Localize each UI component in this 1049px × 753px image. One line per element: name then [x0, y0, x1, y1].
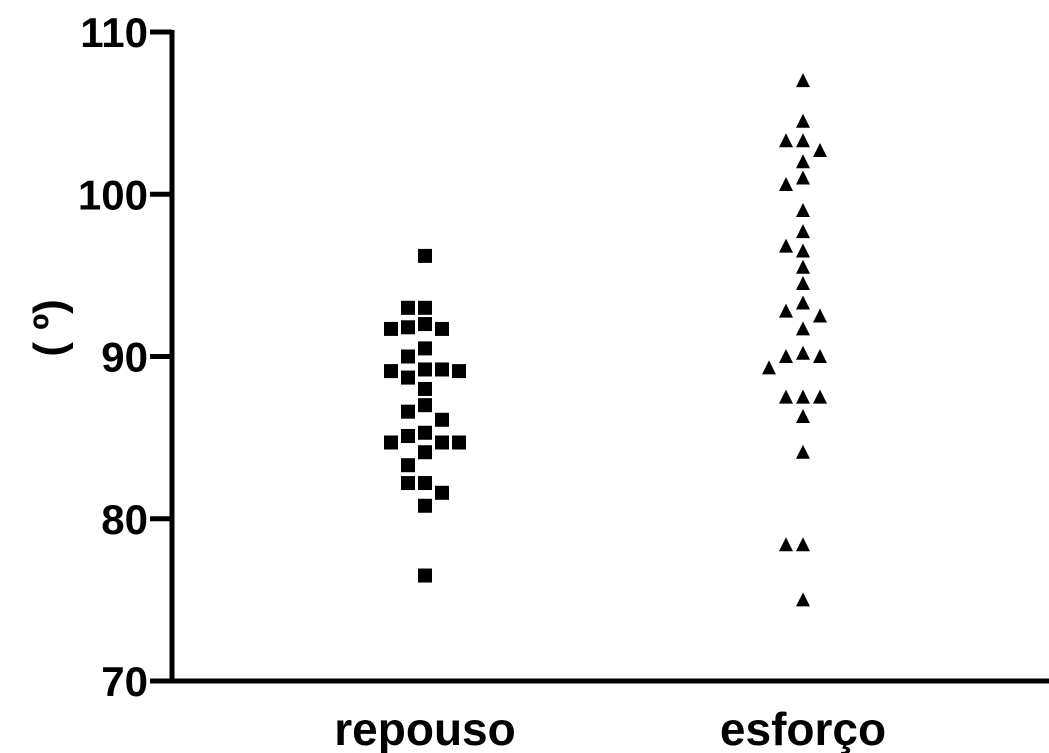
data-points	[384, 73, 827, 607]
data-point-triangle	[796, 444, 810, 459]
data-point-triangle	[779, 537, 793, 552]
data-point-square	[452, 435, 466, 450]
category-labels: repouso esforço	[334, 703, 886, 753]
data-point-square	[401, 476, 415, 491]
data-point-triangle	[796, 73, 810, 88]
data-point-square	[401, 404, 415, 419]
data-point-square	[418, 498, 432, 513]
data-point-triangle	[796, 133, 810, 148]
data-point-triangle	[796, 170, 810, 185]
data-point-square	[418, 398, 432, 413]
data-point-square	[418, 362, 432, 377]
data-point-square	[435, 485, 449, 500]
data-point-square	[418, 248, 432, 263]
data-point-square	[384, 435, 398, 450]
data-point-triangle	[796, 224, 810, 239]
data-point-triangle	[779, 349, 793, 363]
data-point-triangle	[796, 537, 810, 552]
data-point-triangle	[796, 592, 810, 607]
data-point-square	[435, 435, 449, 450]
data-point-triangle	[796, 295, 810, 310]
data-point-square	[401, 458, 415, 473]
data-point-square	[401, 320, 415, 335]
data-point-square	[384, 321, 398, 336]
data-point-square	[435, 321, 449, 336]
data-point-square	[418, 300, 432, 315]
data-point-square	[418, 568, 432, 583]
y-ticks: 70 80 90 100 110	[78, 9, 172, 705]
data-point-triangle	[779, 389, 793, 404]
data-point-square	[418, 317, 432, 332]
data-point-triangle	[796, 275, 810, 290]
axes	[169, 30, 1049, 684]
data-point-triangle	[796, 409, 810, 424]
data-point-square	[435, 362, 449, 377]
data-point-triangle	[813, 389, 827, 404]
data-point-triangle	[796, 113, 810, 128]
data-point-square	[401, 349, 415, 364]
data-point-triangle	[779, 133, 793, 148]
data-point-triangle	[796, 345, 810, 360]
data-point-square	[384, 364, 398, 379]
data-point-square	[418, 381, 432, 396]
data-point-square	[418, 445, 432, 460]
data-point-square	[418, 425, 432, 440]
data-point-triangle	[796, 243, 810, 258]
data-point-square	[401, 300, 415, 315]
data-point-square	[418, 341, 432, 356]
data-point-square	[435, 412, 449, 427]
data-point-square	[452, 364, 466, 379]
data-point-triangle	[796, 259, 810, 274]
y-axis-title: ( º)	[25, 299, 74, 357]
data-point-triangle	[813, 349, 827, 363]
data-point-triangle	[779, 303, 793, 318]
data-point-square	[418, 476, 432, 491]
data-point-triangle	[813, 308, 827, 323]
data-point-triangle	[796, 321, 810, 336]
data-point-triangle	[796, 154, 810, 169]
data-point-square	[401, 370, 415, 385]
data-point-triangle	[779, 238, 793, 253]
data-point-triangle	[762, 360, 776, 375]
y-tick-label: 70	[101, 658, 148, 705]
data-point-triangle	[813, 142, 827, 157]
data-point-triangle	[796, 389, 810, 404]
data-point-square	[401, 429, 415, 444]
data-point-triangle	[796, 202, 810, 217]
y-tick-label: 80	[101, 496, 148, 543]
y-tick-label: 90	[101, 334, 148, 381]
data-point-triangle	[779, 177, 793, 192]
x-category-label: esforço	[720, 703, 886, 753]
y-tick-label: 110	[80, 9, 148, 56]
y-tick-label: 100	[78, 171, 148, 218]
x-category-label: repouso	[334, 703, 515, 753]
